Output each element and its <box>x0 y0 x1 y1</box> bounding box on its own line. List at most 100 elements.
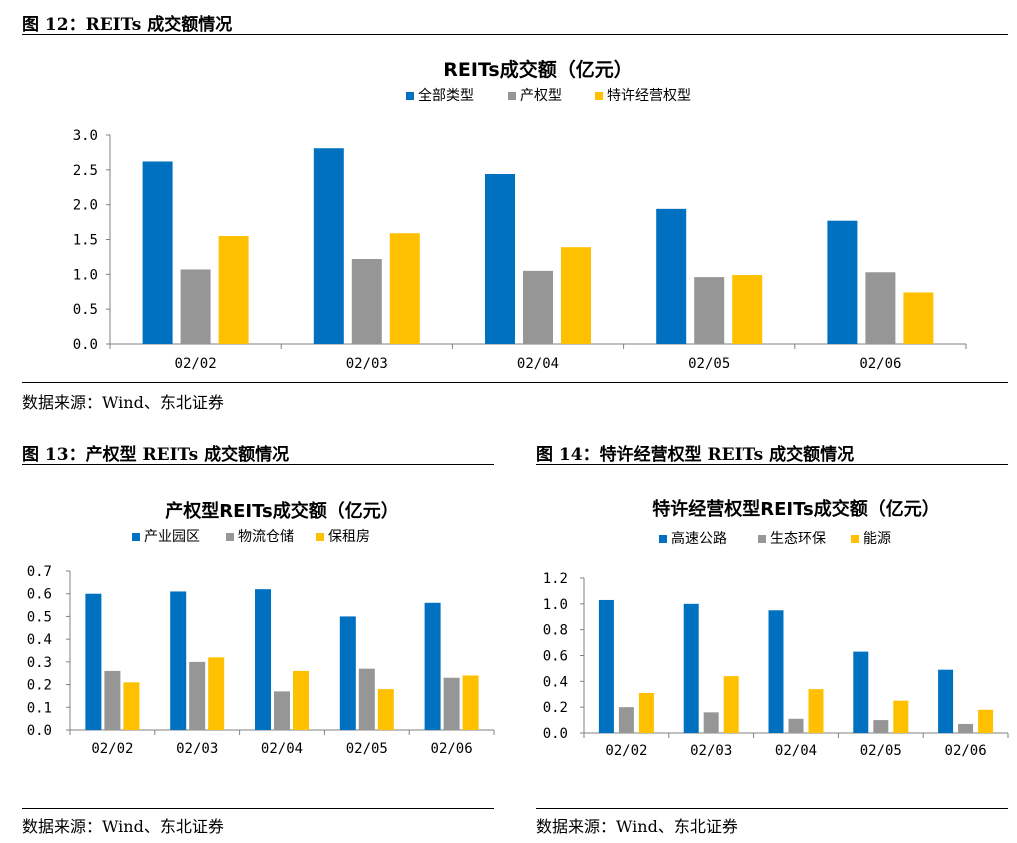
bar <box>351 259 382 344</box>
bar <box>208 657 225 730</box>
y-tick-label: 0.5 <box>27 609 52 625</box>
legend-label: 产权型 <box>520 88 562 104</box>
y-tick-label: 3.0 <box>73 128 98 144</box>
x-tick-label: 02/06 <box>859 356 901 372</box>
bar <box>808 689 824 733</box>
bar <box>104 670 121 730</box>
y-tick-label: 0.5 <box>73 302 98 318</box>
bar <box>443 677 460 730</box>
bar <box>598 599 614 733</box>
x-tick-label: 02/05 <box>688 356 730 372</box>
bar <box>703 712 719 733</box>
y-tick-label: 1.0 <box>543 597 568 613</box>
figure-14-title: 图 14：特许经营权型 REITs 成交额情况 <box>536 445 855 465</box>
bar <box>180 269 211 344</box>
y-tick-label: 2.5 <box>73 163 98 179</box>
bar <box>873 720 889 733</box>
figure-12-top-rule <box>22 34 1008 35</box>
bar <box>389 233 420 344</box>
bar <box>638 692 654 733</box>
y-tick-label: 0.0 <box>73 337 98 353</box>
legend-swatch <box>851 535 859 543</box>
bar <box>656 208 687 344</box>
legend-label: 产业园区 <box>144 529 200 545</box>
legend-swatch <box>508 92 516 100</box>
bar <box>865 272 896 344</box>
bar <box>893 700 909 733</box>
x-tick-label: 02/05 <box>860 743 902 759</box>
legend-label: 物流仓储 <box>238 529 294 545</box>
bar <box>827 220 858 344</box>
x-tick-label: 02/02 <box>605 743 647 759</box>
legend-swatch <box>758 535 766 543</box>
bar <box>142 161 173 344</box>
legend-label: 保租房 <box>328 529 370 545</box>
bar <box>561 247 591 344</box>
x-tick-label: 02/04 <box>261 741 303 757</box>
y-tick-label: 0.7 <box>27 564 52 580</box>
bar <box>170 591 187 730</box>
figure-13-bottom-rule <box>22 808 494 809</box>
y-tick-label: 0.8 <box>543 623 568 639</box>
x-tick-label: 02/04 <box>517 356 559 372</box>
bar <box>85 593 102 730</box>
y-tick-label: 0.4 <box>543 674 568 690</box>
bar <box>274 691 290 730</box>
y-tick-label: 2.0 <box>73 198 98 214</box>
figure-12-source: 数据来源：Wind、东北证券 <box>22 393 224 412</box>
chart-title: 特许经营权型REITs成交额（亿元） <box>652 498 939 520</box>
bar <box>485 174 515 344</box>
figure-14-bottom-rule <box>536 808 1008 809</box>
y-tick-label: 1.5 <box>73 233 98 249</box>
y-tick-label: 0.0 <box>27 723 52 739</box>
bar <box>723 676 739 733</box>
bar <box>189 661 206 730</box>
bar <box>377 689 394 730</box>
figure-14-source: 数据来源：Wind、东北证券 <box>536 817 738 836</box>
bar <box>853 651 869 733</box>
y-tick-label: 0.4 <box>27 632 52 648</box>
y-tick-label: 0.6 <box>543 649 568 665</box>
bar <box>313 148 344 344</box>
legend-label: 全部类型 <box>418 87 474 104</box>
bar <box>618 707 634 733</box>
bar <box>462 675 479 730</box>
x-tick-label: 02/02 <box>91 741 133 757</box>
bar <box>339 616 356 730</box>
y-tick-label: 0.6 <box>27 587 52 603</box>
chart-title: 产权型REITs成交额（亿元） <box>165 500 398 522</box>
legend-label: 生态环保 <box>770 531 826 547</box>
legend-swatch <box>659 535 667 543</box>
bar <box>768 610 784 733</box>
x-tick-label: 02/06 <box>945 743 987 759</box>
x-tick-label: 02/03 <box>176 741 218 757</box>
bar <box>123 682 140 730</box>
figure-14-top-rule <box>536 464 1008 465</box>
figure-12-title: 图 12：REITs 成交额情况 <box>22 15 233 35</box>
bar <box>523 270 553 344</box>
x-tick-label: 02/06 <box>431 741 473 757</box>
y-tick-label: 1.2 <box>543 571 568 587</box>
x-tick-label: 02/05 <box>346 741 388 757</box>
bar <box>424 602 441 730</box>
legend-label: 特许经营权型 <box>607 88 691 104</box>
bar <box>293 670 309 730</box>
bar <box>358 668 375 730</box>
legend-swatch <box>132 533 140 541</box>
bar <box>683 603 699 733</box>
y-tick-label: 0.2 <box>27 678 52 694</box>
bar <box>958 723 974 733</box>
bar <box>788 718 804 733</box>
legend-label: 高速公路 <box>671 530 727 547</box>
bar <box>938 669 954 733</box>
legend-swatch <box>226 533 234 541</box>
figure-13-source: 数据来源：Wind、东北证券 <box>22 817 224 836</box>
y-tick-label: 0.2 <box>543 700 568 716</box>
bar <box>218 236 249 344</box>
chart-title: REITs成交额（亿元） <box>443 58 632 81</box>
bar <box>694 277 725 344</box>
bar <box>732 275 763 344</box>
figure-12-bottom-rule <box>22 382 1008 383</box>
